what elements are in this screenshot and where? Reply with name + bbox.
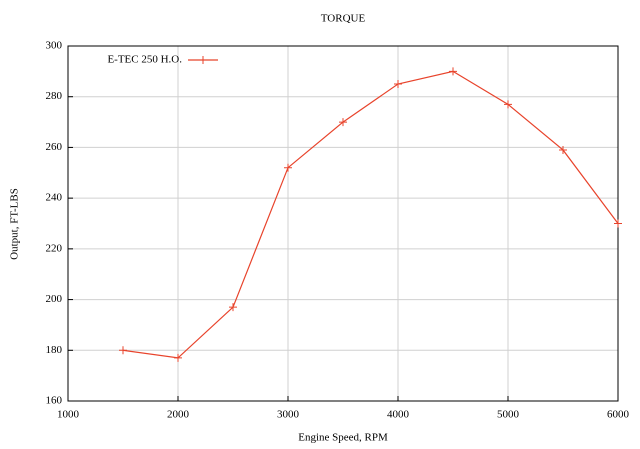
x-tick-label: 1000	[57, 409, 80, 421]
x-axis-label: Engine Speed, RPM	[298, 432, 388, 444]
data-point	[504, 100, 512, 109]
legend-marker	[199, 56, 207, 64]
x-tick-label: 2000	[167, 409, 190, 421]
y-tick-label: 280	[46, 90, 63, 102]
y-tick-label: 220	[46, 242, 63, 254]
y-tick-label: 260	[46, 141, 63, 153]
data-point	[119, 346, 127, 355]
y-tick-label: 160	[46, 395, 63, 407]
plot-frame	[67, 45, 619, 402]
data-point	[394, 80, 402, 89]
y-axis-label: Output, FT-LBS	[9, 188, 21, 260]
data-point	[339, 118, 347, 127]
data-point	[559, 145, 567, 154]
x-tick-label: 6000	[607, 409, 630, 421]
y-tick-label: 240	[46, 192, 63, 204]
data-point	[449, 67, 457, 76]
data-point	[284, 163, 292, 172]
data-point	[614, 219, 622, 228]
y-tick-label: 300	[46, 40, 63, 52]
legend-label: E-TEC 250 H.O.	[107, 54, 182, 66]
grid	[67, 45, 619, 402]
x-tick-label: 4000	[387, 409, 410, 421]
data-point	[174, 353, 182, 362]
data-point	[229, 303, 237, 312]
y-tick-label: 180	[46, 344, 63, 356]
series-line	[122, 70, 619, 359]
x-tick-label: 3000	[277, 409, 300, 421]
chart-title: TORQUE	[321, 13, 366, 25]
x-tick-label: 5000	[497, 409, 520, 421]
y-tick-label: 200	[46, 293, 63, 305]
